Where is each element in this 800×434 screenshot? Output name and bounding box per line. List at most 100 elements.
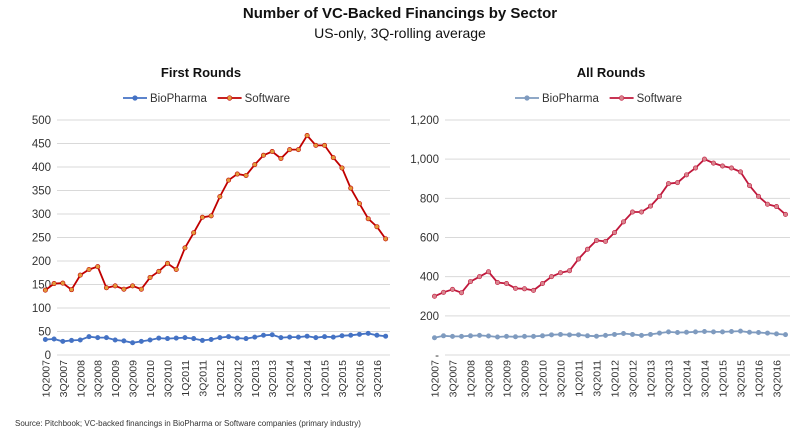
x-tick-label: 3Q2013	[664, 360, 676, 398]
all-rounds-chart: All Rounds BioPharma Software - 200 400 600 800…	[410, 65, 790, 397]
software-point	[269, 148, 275, 154]
y-tick-label: 200	[32, 256, 51, 268]
software-point	[278, 156, 284, 162]
biopharma-point	[746, 329, 752, 335]
software-point	[584, 246, 590, 252]
biopharma-point	[260, 332, 266, 338]
biopharma-point	[191, 336, 197, 342]
software-point	[575, 256, 581, 262]
software-series-line	[44, 133, 387, 292]
biopharma-point	[252, 334, 258, 340]
software-point	[476, 274, 482, 280]
biopharma-point	[521, 333, 527, 339]
software-point	[208, 213, 214, 219]
software-point	[503, 281, 509, 287]
biopharma-point	[782, 332, 788, 338]
biopharma-point	[737, 328, 743, 334]
software-point	[485, 269, 491, 275]
biopharma-point	[602, 332, 608, 338]
x-tick-label: 1Q2010	[538, 360, 550, 398]
y-tick-label: 1,200	[410, 115, 439, 127]
x-tick-label: 3Q2008	[93, 360, 105, 398]
biopharma-point	[69, 337, 75, 343]
software-point	[620, 219, 626, 225]
biopharma-point	[692, 329, 698, 335]
biopharma-point	[138, 338, 144, 344]
software-point	[121, 286, 127, 292]
biopharma-series-line	[434, 330, 786, 339]
software-point	[728, 165, 734, 171]
software-point	[138, 286, 144, 292]
biopharma-point	[208, 336, 214, 342]
software-point	[431, 293, 437, 299]
software-point	[199, 214, 205, 220]
x-tick-label: 3Q2009	[128, 360, 140, 398]
x-tick-label: 3Q2016	[372, 360, 384, 398]
biopharma-point	[365, 330, 371, 336]
software-point	[683, 172, 689, 178]
biopharma-point	[356, 331, 362, 337]
software-point	[449, 286, 455, 292]
biopharma-point	[295, 334, 301, 340]
biopharma-point	[611, 331, 617, 337]
software-point	[494, 280, 500, 286]
software-point	[710, 160, 716, 166]
software-point	[165, 260, 171, 266]
y-tick-label: 0	[45, 350, 51, 362]
x-tick-label: 3Q2014	[700, 360, 712, 398]
software-point	[665, 181, 671, 187]
first-rounds-chart: First Rounds BioPharma Software 0 50 100 150 20…	[32, 65, 390, 397]
x-tick-label: 1Q2012	[610, 360, 622, 398]
software-point	[260, 152, 266, 158]
legend-software-marker	[618, 95, 625, 101]
software-point	[782, 211, 788, 217]
x-tick-label: 1Q2011	[180, 360, 192, 397]
x-tick-label: 1Q2009	[502, 360, 514, 398]
y-tick-label: 500	[32, 115, 51, 127]
source-note: Source: Pitchbook; VC-backed financings …	[15, 419, 361, 428]
software-point	[60, 280, 66, 286]
biopharma-point	[103, 335, 109, 341]
x-tick-label: 3Q2011	[592, 360, 604, 397]
biopharma-point	[485, 333, 491, 339]
biopharma-point	[530, 333, 536, 339]
biopharma-point	[656, 330, 662, 336]
biopharma-point	[130, 340, 136, 346]
biopharma-point	[683, 329, 689, 335]
software-point	[440, 289, 446, 295]
biopharma-point	[476, 332, 482, 338]
software-point	[191, 230, 197, 236]
software-point	[647, 203, 653, 209]
biopharma-point	[539, 333, 545, 339]
x-tick-label: 3Q2012	[628, 360, 640, 398]
biopharma-point	[121, 338, 127, 344]
software-point	[330, 155, 336, 161]
x-tick-label: 1Q2007	[430, 360, 442, 398]
y-tick-label: -	[435, 350, 439, 362]
biopharma-point	[503, 333, 509, 339]
software-point	[737, 169, 743, 175]
biopharma-point	[431, 335, 437, 341]
y-tick-label: 400	[32, 162, 51, 174]
software-point	[130, 283, 136, 289]
software-point	[557, 270, 563, 276]
software-point	[147, 274, 153, 280]
software-point	[226, 177, 232, 183]
biopharma-point	[557, 331, 563, 337]
biopharma-point	[199, 337, 205, 343]
biopharma-point	[719, 329, 725, 335]
x-tick-label: 3Q2016	[772, 360, 784, 398]
legend-software-marker	[227, 95, 233, 101]
y-tick-label: 250	[32, 233, 51, 245]
software-point	[348, 185, 354, 191]
biopharma-point	[512, 334, 518, 340]
biopharma-point	[584, 333, 590, 339]
y-tick-label: 450	[32, 139, 51, 151]
biopharma-point	[440, 333, 446, 339]
biopharma-point	[348, 332, 354, 338]
biopharma-point	[42, 336, 48, 342]
biopharma-point	[86, 334, 92, 340]
chart-title: Number of VC-Backed Financings by Sector	[242, 5, 558, 22]
software-point	[95, 264, 101, 270]
